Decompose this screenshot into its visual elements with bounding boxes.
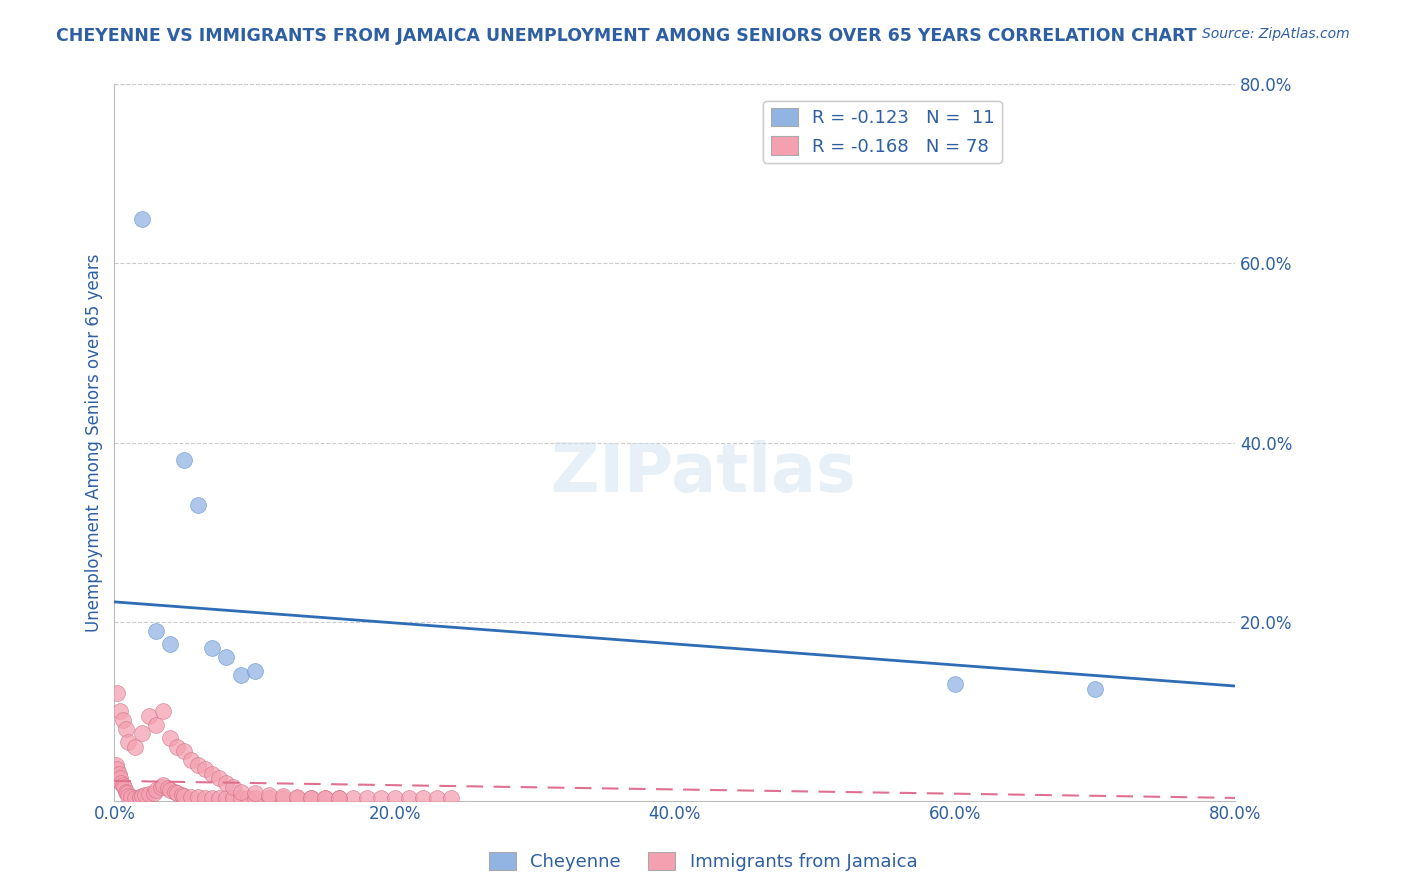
Point [163, 785, 186, 799]
Point [145, 624, 167, 638]
Point [124, 739, 146, 754]
Point [194, 791, 217, 805]
Point [314, 791, 336, 805]
Point [384, 791, 406, 805]
Point [285, 790, 308, 805]
Point [187, 790, 209, 805]
Point [440, 791, 463, 805]
Point [159, 783, 181, 797]
Point [215, 791, 238, 805]
Point [173, 789, 195, 804]
Point [152, 704, 174, 718]
Point [257, 791, 280, 805]
Point [108, 704, 131, 718]
Point [117, 735, 139, 749]
Point [328, 791, 350, 805]
Point [124, 791, 146, 805]
Point [229, 785, 252, 799]
Text: Source: ZipAtlas.com: Source: ZipAtlas.com [1202, 27, 1350, 41]
Point [105, 686, 128, 700]
Point [215, 775, 238, 789]
Point [166, 787, 188, 801]
Point [328, 791, 350, 805]
Text: ZIPatlas: ZIPatlas [551, 440, 855, 506]
Point [943, 677, 966, 691]
Point [243, 791, 266, 805]
Point [229, 668, 252, 682]
Point [299, 791, 322, 805]
Point [114, 722, 136, 736]
Point [159, 731, 181, 745]
Point [111, 713, 134, 727]
Point [115, 787, 138, 801]
Point [156, 781, 179, 796]
Point [108, 771, 131, 785]
Point [187, 757, 209, 772]
Point [187, 498, 209, 512]
Point [114, 785, 136, 799]
Point [128, 790, 150, 805]
Point [243, 787, 266, 801]
Point [201, 791, 224, 805]
Point [170, 789, 193, 803]
Point [243, 664, 266, 678]
Point [145, 717, 167, 731]
Point [105, 762, 128, 776]
Point [180, 790, 202, 805]
Point [107, 766, 129, 780]
Point [426, 791, 449, 805]
Point [138, 788, 160, 802]
Point [215, 650, 238, 665]
Point [173, 453, 195, 467]
Point [131, 789, 153, 804]
Point [194, 762, 217, 776]
Point [412, 791, 434, 805]
Point [120, 790, 142, 805]
Point [222, 780, 245, 795]
Legend: Cheyenne, Immigrants from Jamaica: Cheyenne, Immigrants from Jamaica [482, 845, 924, 879]
Point [229, 791, 252, 805]
Point [142, 786, 165, 800]
Point [131, 726, 153, 740]
Y-axis label: Unemployment Among Seniors over 65 years: Unemployment Among Seniors over 65 years [86, 253, 103, 632]
Point [159, 637, 181, 651]
Point [285, 791, 308, 805]
Point [201, 766, 224, 780]
Point [117, 789, 139, 804]
Point [180, 753, 202, 767]
Point [236, 791, 259, 805]
Point [208, 771, 231, 785]
Point [271, 791, 294, 805]
Point [356, 791, 378, 805]
Point [299, 791, 322, 805]
Point [166, 739, 188, 754]
Text: CHEYENNE VS IMMIGRANTS FROM JAMAICA UNEMPLOYMENT AMONG SENIORS OVER 65 YEARS COR: CHEYENNE VS IMMIGRANTS FROM JAMAICA UNEM… [56, 27, 1197, 45]
Point [208, 791, 231, 805]
Point [398, 791, 420, 805]
Point [134, 789, 156, 803]
Legend: R = -0.123   N =  11, R = -0.168   N = 78: R = -0.123 N = 11, R = -0.168 N = 78 [763, 101, 1002, 163]
Point [222, 791, 245, 805]
Point [152, 777, 174, 791]
Point [173, 744, 195, 758]
Point [104, 757, 127, 772]
Point [138, 708, 160, 723]
Point [131, 211, 153, 226]
Point [112, 780, 135, 795]
Point [257, 789, 280, 803]
Point [149, 780, 172, 795]
Point [370, 791, 392, 805]
Point [342, 791, 364, 805]
Point [1084, 681, 1107, 696]
Point [111, 777, 134, 791]
Point [145, 783, 167, 797]
Point [201, 641, 224, 656]
Point [110, 775, 132, 789]
Point [271, 789, 294, 804]
Point [314, 791, 336, 805]
